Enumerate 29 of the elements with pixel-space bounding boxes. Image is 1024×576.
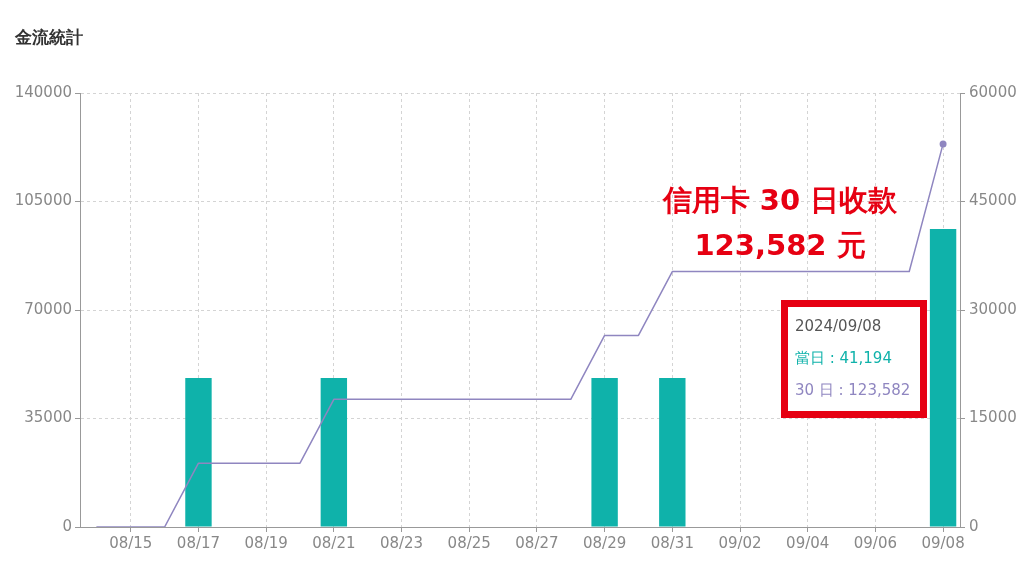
- annotation: 2024/09/08: [794, 316, 882, 336]
- x-tick-label: 08/19: [244, 533, 288, 552]
- x-tick-label: 09/06: [853, 533, 897, 552]
- y2-tick-label: 0: [969, 516, 979, 535]
- x-tick-label: 08/25: [447, 533, 491, 552]
- x-tick-label: 08/23: [379, 533, 424, 552]
- y-tick-label: 0: [62, 516, 72, 535]
- y2-tick-label: 15000: [969, 408, 1017, 427]
- x-tick-label: 08/31: [650, 533, 694, 552]
- text: 30 日 : 123,582: [794, 381, 911, 399]
- x-tick-label: 09/04: [786, 533, 830, 552]
- x-tick-label: 09/02: [718, 533, 762, 552]
- y-tick-label: 105000: [14, 191, 72, 210]
- annotation: 123,582 元: [693, 227, 867, 264]
- y2-tick-label: 60000: [969, 82, 1017, 101]
- x-tick-label: 08/29: [583, 533, 627, 552]
- chart-title: 金流統計: [15, 26, 83, 49]
- x-tick-label: 09/08: [921, 533, 965, 552]
- x-tick-label: 08/17: [176, 533, 221, 552]
- x-tick-label: 08/15: [109, 533, 153, 552]
- x-tick-label: 08/21: [312, 533, 356, 552]
- y-tick-label: 70000: [24, 299, 72, 318]
- text: 當日 : 41,194: [794, 349, 892, 367]
- y-tick-label: 140000: [14, 82, 72, 101]
- x-tick-label: 08/27: [515, 533, 559, 552]
- annotation: 信用卡 30 日收款: [661, 182, 899, 219]
- y2-tick-label: 30000: [969, 299, 1017, 318]
- y-tick-label: 35000: [24, 408, 72, 427]
- y2-tick-label: 45000: [969, 191, 1017, 210]
